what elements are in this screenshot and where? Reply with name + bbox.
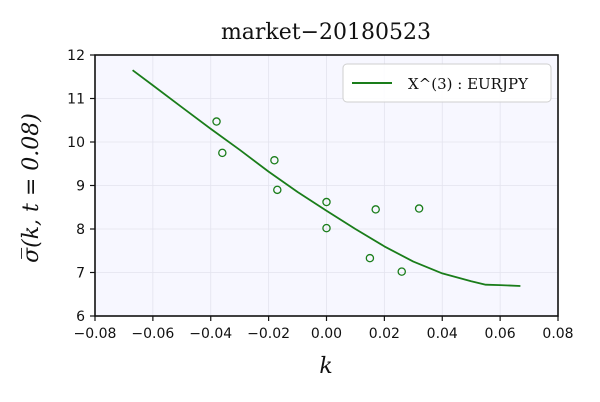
y-axis: 6 7 8 9 10 11 12 xyxy=(67,48,95,325)
y-tick-label: 11 xyxy=(67,92,85,108)
data-point xyxy=(212,117,221,126)
data-point xyxy=(273,185,282,195)
series-line xyxy=(132,69,521,287)
y-tick-label: 6 xyxy=(76,309,85,325)
y-tick-label: 9 xyxy=(76,179,85,195)
legend-box xyxy=(342,63,552,103)
data-point xyxy=(365,253,375,263)
x-tick-label: 0.06 xyxy=(485,326,516,342)
data-point xyxy=(414,204,424,213)
data-point xyxy=(371,205,380,214)
data-point xyxy=(270,156,279,165)
data-point xyxy=(218,148,227,158)
data-point xyxy=(397,267,406,276)
x-tick-label: −0.08 xyxy=(74,326,117,342)
x-tick-label: 0.02 xyxy=(369,326,400,342)
data-point xyxy=(322,197,331,207)
x-tick-label: −0.02 xyxy=(247,326,290,342)
y-tick-label: 12 xyxy=(67,48,85,64)
x-tick-label: −0.06 xyxy=(131,326,174,342)
y-tick-label: 10 xyxy=(67,135,85,151)
legend: X^(3) : EURJPY xyxy=(342,63,552,103)
legend-label: X^(3) : EURJPY xyxy=(408,75,529,93)
chart-title: market−20180523 xyxy=(221,20,431,45)
y-tick-label: 8 xyxy=(76,222,85,238)
x-axis-label: k xyxy=(319,354,332,379)
x-tick-label: 0.08 xyxy=(542,326,573,342)
series-line-eurjpy xyxy=(132,69,521,287)
x-tick-label: −0.04 xyxy=(189,326,232,342)
grid xyxy=(95,55,558,316)
data-point xyxy=(322,223,331,233)
y-tick-label: 7 xyxy=(76,266,85,282)
data-points xyxy=(212,117,424,276)
x-tick-label: 0.00 xyxy=(311,326,342,342)
x-tick-label: 0.04 xyxy=(427,326,458,342)
y-axis-label: σ̅(k, t = 0.08) xyxy=(19,113,44,263)
x-axis: −0.08 −0.06 −0.04 −0.02 0.00 0.02 0.04 0.06 0.08 xyxy=(74,316,574,342)
